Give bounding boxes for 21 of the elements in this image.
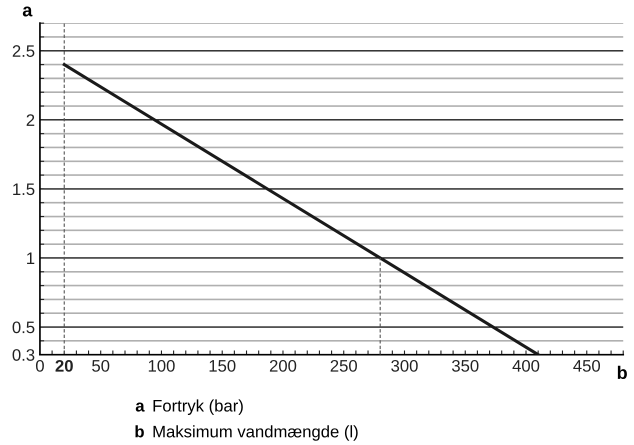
text: b Maksimum vandmængde (l) [135,425,358,441]
x-tick-label: 150 [210,360,236,372]
y-tick-label: 2.5 [12,45,34,57]
x-tick-label: 200 [270,360,296,372]
x-tick-label: 300 [391,360,418,372]
y-tick-label: 0.5 [12,321,34,334]
y-tick-label: 2 [26,114,34,126]
x-axis-title: b [618,366,627,380]
x-tick-label: 250 [330,360,357,372]
text: a Fortryk (bar) [136,399,243,415]
x-tick-label: 400 [512,360,540,372]
x-tick-label: 50 [92,360,110,372]
x-tick-label: 20 [56,360,73,372]
x-tick-label: 100 [148,360,175,372]
x-tick-label: 350 [452,360,479,372]
y-axis-title: a [22,6,32,16]
y-tick-label: 0.3 [12,349,34,361]
x-tick-label: 450 [573,360,600,372]
x-tick-label: 0 [36,360,44,372]
y-tick-label: 1 [27,252,34,264]
y-tick-label: 1.5 [13,183,34,196]
